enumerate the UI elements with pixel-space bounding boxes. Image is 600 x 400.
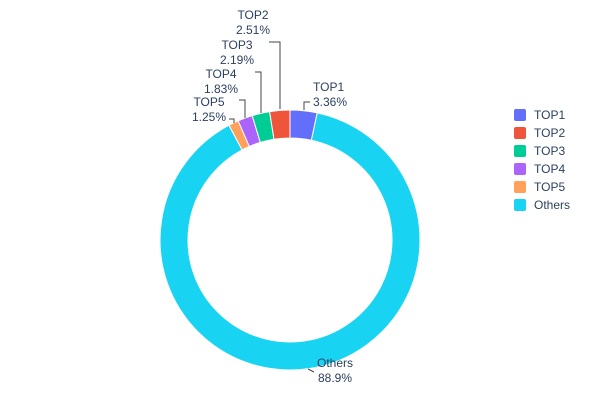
legend-label: TOP2: [534, 126, 566, 140]
label-leader-line: [307, 368, 315, 373]
slice-label-top4: TOP4 1.83%: [204, 67, 238, 97]
legend-item-others[interactable]: Others: [514, 196, 570, 214]
legend-label: TOP3: [534, 144, 566, 158]
legend-item-top2[interactable]: TOP2: [514, 124, 570, 142]
label-leader-line: [255, 71, 262, 113]
slice-name: Others: [316, 356, 354, 370]
slice-pct: 2.51%: [235, 23, 271, 37]
pie-slice-others[interactable]: [159, 112, 421, 371]
legend-swatch-icon: [514, 109, 526, 121]
slice-name: TOP5: [193, 95, 225, 109]
legend-swatch-icon: [514, 145, 526, 157]
legend-label: TOP4: [534, 162, 566, 176]
slice-name: TOP3: [221, 38, 253, 52]
slice-pct: 1.25%: [191, 110, 227, 124]
label-leader-line: [239, 99, 246, 118]
legend-swatch-icon: [514, 199, 526, 211]
slice-name: TOP1: [313, 80, 345, 94]
legend-swatch-icon: [514, 181, 526, 193]
slice-label-others: Others 88.9%: [317, 356, 353, 386]
slice-label-top3: TOP3 2.19%: [220, 38, 254, 68]
slice-pct: 2.19%: [219, 53, 255, 67]
legend-swatch-icon: [514, 163, 526, 175]
legend-label: TOP5: [534, 180, 566, 194]
legend-item-top1[interactable]: TOP1: [514, 106, 570, 124]
legend-item-top3[interactable]: TOP3: [514, 142, 570, 160]
slice-pct: 88.9%: [317, 371, 353, 385]
label-leader-line: [269, 41, 281, 109]
legend-label: TOP1: [534, 108, 566, 122]
legend-swatch-icon: [514, 127, 526, 139]
slice-name: TOP2: [237, 8, 269, 22]
legend: TOP1 TOP2 TOP3 TOP4 TOP5 Others: [514, 106, 570, 214]
slice-name: TOP4: [205, 67, 237, 81]
pie-slice-top2[interactable]: [269, 109, 291, 140]
slice-pct: 3.36%: [313, 95, 348, 109]
legend-item-top5[interactable]: TOP5: [514, 178, 570, 196]
slice-label-top2: TOP2 2.51%: [236, 8, 270, 38]
label-leader-line: [303, 101, 310, 110]
slice-pct: 1.83%: [203, 82, 239, 96]
legend-label: Others: [534, 198, 571, 212]
label-leader-line: [229, 118, 235, 123]
slice-label-top1: TOP1 3.36%: [313, 80, 347, 110]
slice-label-top5: TOP5 1.25%: [192, 95, 226, 125]
legend-item-top4[interactable]: TOP4: [514, 160, 570, 178]
